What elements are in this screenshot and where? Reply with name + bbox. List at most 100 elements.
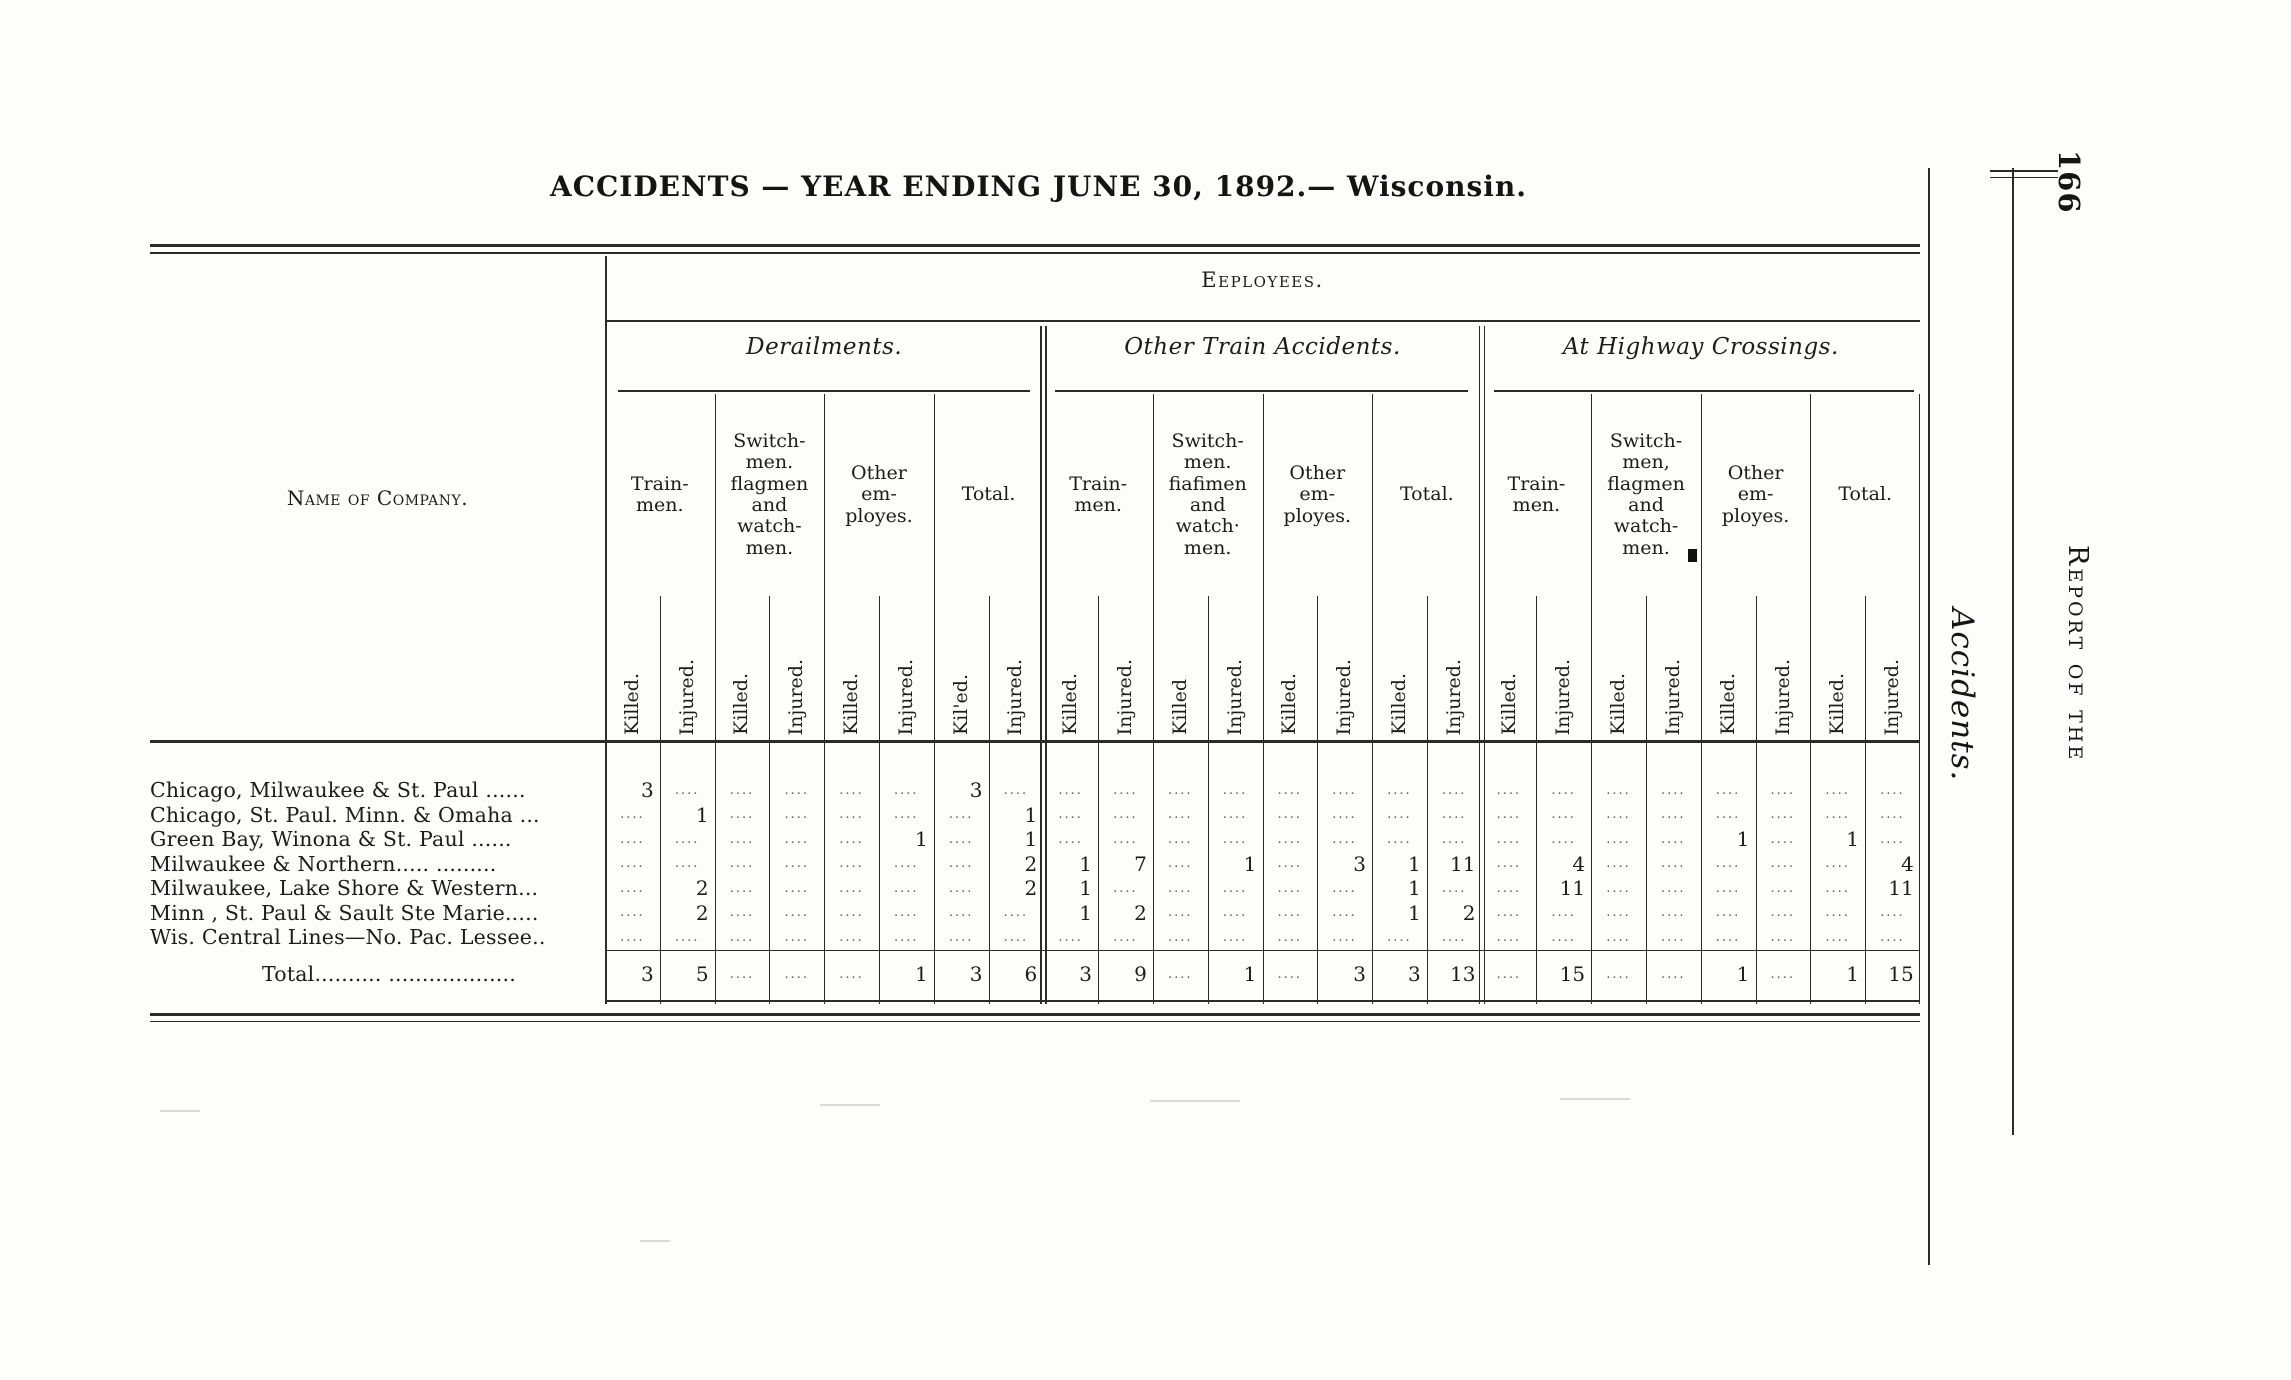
table-cell: .... xyxy=(784,856,809,872)
table-cell: 2 xyxy=(695,876,709,901)
table-cell: .... xyxy=(729,831,755,847)
table-cell: 5 xyxy=(695,962,709,987)
rule-line xyxy=(2012,168,2014,1135)
table-cell: 2 xyxy=(1462,900,1476,925)
table-cell: .... xyxy=(1496,831,1522,847)
rule-line xyxy=(1055,390,1468,392)
table-cell: .... xyxy=(1003,905,1029,921)
rule-line xyxy=(1591,394,1593,1004)
table-cell: .... xyxy=(1660,966,1686,982)
table-cell: .... xyxy=(1058,831,1083,847)
employees-header: Eeployees. xyxy=(1201,268,1324,292)
table-cell: 1 xyxy=(1079,900,1093,925)
table-cell: .... xyxy=(1277,929,1303,945)
table-cell: .... xyxy=(1113,831,1138,847)
table-cell: .... xyxy=(1496,880,1522,896)
table-cell: .... xyxy=(1770,929,1796,945)
table-cell: .... xyxy=(1332,929,1357,945)
rule-line xyxy=(933,394,935,1004)
column-header: Switch-men, flagmen and watch-men. xyxy=(1607,429,1685,559)
table-cell: 1 xyxy=(1846,962,1859,987)
table-cell: 1 xyxy=(1736,827,1750,852)
rule-line xyxy=(1478,326,1481,1004)
table-cell: 3 xyxy=(641,778,654,803)
table-cell: .... xyxy=(1715,807,1741,823)
rule-line xyxy=(1483,326,1486,1004)
table-cell: .... xyxy=(1113,880,1138,896)
table-row: Milwaukee, Lake Shore & Western....... 2.… xyxy=(150,876,1920,901)
table-cell: .... xyxy=(1222,782,1248,798)
table-cell: .... xyxy=(1167,782,1193,798)
rule-line xyxy=(150,244,1920,247)
table-cell: 1 xyxy=(1024,802,1038,827)
rule-line xyxy=(1098,596,1100,1004)
killed-injured-label: Injured. xyxy=(675,658,698,735)
table-cell: .... xyxy=(1387,929,1412,945)
scan-speck xyxy=(640,1240,670,1242)
table-cell: .... xyxy=(1880,929,1905,945)
table-cell: .... xyxy=(1222,929,1248,945)
table-cell: 1 xyxy=(1736,962,1750,987)
rule-line xyxy=(1045,326,1047,1004)
table-cell: .... xyxy=(784,831,809,847)
table-cell: .... xyxy=(1825,807,1850,823)
running-header: Report of the xyxy=(2062,545,2093,763)
table-cell: .... xyxy=(1058,807,1083,823)
table-cell: .... xyxy=(1441,782,1467,798)
table-cell: .... xyxy=(674,929,700,945)
column-header: Train-men. xyxy=(630,472,689,516)
table-cell: 2 xyxy=(1134,900,1147,925)
column-header: Train-men. xyxy=(1507,472,1566,516)
rule-line xyxy=(878,596,880,1004)
table-cell: .... xyxy=(620,929,645,945)
table-cell: 1 xyxy=(1407,900,1421,925)
table-cell: .... xyxy=(1551,929,1576,945)
table-cell: .... xyxy=(1825,880,1850,896)
company-name: Chicago, Milwaukee & St. Paul ...... xyxy=(150,778,526,803)
table-cell: 9 xyxy=(1134,962,1147,987)
table-cell: .... xyxy=(948,807,974,823)
table-cell: .... xyxy=(1277,880,1303,896)
table-cell: .... xyxy=(1660,880,1686,896)
table-cell: 1 xyxy=(695,802,709,827)
table-cell: .... xyxy=(1167,880,1193,896)
table-cell: 2 xyxy=(1024,851,1038,876)
table-cell: .... xyxy=(1825,856,1850,872)
table-cell: .... xyxy=(1167,929,1193,945)
table-cell: 3 xyxy=(1079,962,1093,987)
rule-line xyxy=(605,320,1920,322)
table-cell: 3 xyxy=(969,962,983,987)
table-cell: .... xyxy=(729,880,755,896)
rule-line xyxy=(605,256,607,1004)
table-row: Green Bay, Winona & St. Paul ...........… xyxy=(150,827,1920,852)
table-cell: .... xyxy=(1277,831,1303,847)
rule-line xyxy=(1426,596,1428,1004)
rule-line xyxy=(1317,596,1319,1004)
table-cell: .... xyxy=(1606,929,1631,945)
table-row: Chicago, Milwaukee & St. Paul ...... 3...… xyxy=(150,778,1920,803)
table-cell: .... xyxy=(1277,782,1303,798)
table-cell: .... xyxy=(1606,856,1631,872)
table-cell: .... xyxy=(1496,782,1522,798)
table-cell: .... xyxy=(1551,831,1576,847)
table-cell: .... xyxy=(784,880,809,896)
group-label-highway-crossings: At Highway Crossings. xyxy=(1562,334,1839,360)
table-cell: 3 xyxy=(641,962,654,987)
table-cell: .... xyxy=(784,782,809,798)
killed-injured-label: Injured. xyxy=(1223,658,1246,735)
table-cell: 1 xyxy=(1243,851,1257,876)
table-cell: 1 xyxy=(1407,851,1421,876)
table-cell: 1 xyxy=(1024,827,1038,852)
rule-line xyxy=(1755,596,1757,1004)
table-cell: 1 xyxy=(1079,851,1093,876)
table-cell: .... xyxy=(1441,831,1467,847)
rule-line xyxy=(1372,394,1374,1004)
table-cell: .... xyxy=(839,856,864,872)
column-header: Other em-ployes. xyxy=(845,461,913,527)
column-header: Total. xyxy=(1399,483,1454,506)
rule-line xyxy=(1207,596,1209,1004)
table-cell: .... xyxy=(1770,856,1796,872)
table-cell: .... xyxy=(1660,782,1686,798)
table-cell: .... xyxy=(1058,782,1083,798)
company-name: Chicago, St. Paul. Minn. & Omaha ... xyxy=(150,802,540,827)
